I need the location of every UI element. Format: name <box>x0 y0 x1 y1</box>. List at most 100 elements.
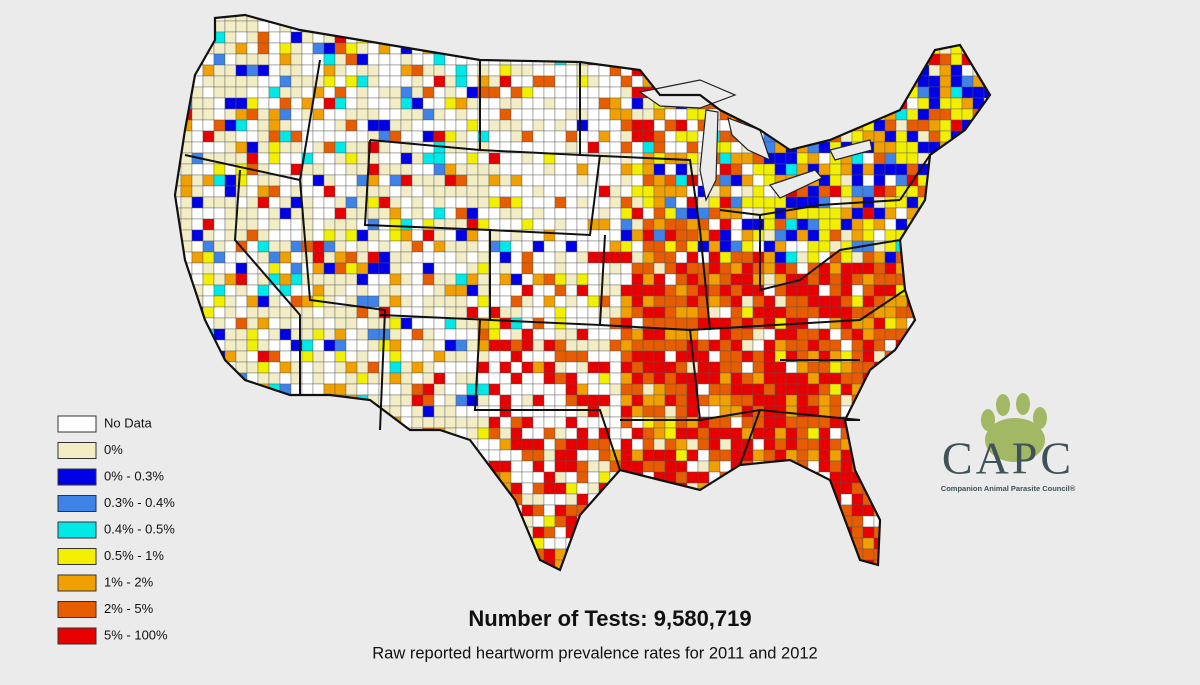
county <box>609 75 622 88</box>
county <box>565 438 578 451</box>
county <box>576 328 589 341</box>
county <box>609 273 622 286</box>
county <box>939 97 952 110</box>
county <box>411 526 424 539</box>
county <box>433 559 446 570</box>
county <box>510 306 523 319</box>
county <box>884 15 897 22</box>
county <box>191 526 204 539</box>
county <box>884 64 897 77</box>
county <box>466 196 479 209</box>
county <box>521 559 534 570</box>
county <box>686 449 699 462</box>
county <box>422 438 435 451</box>
county <box>675 251 688 264</box>
county <box>213 526 226 539</box>
county <box>257 416 270 429</box>
county <box>642 196 655 209</box>
county <box>279 394 292 407</box>
county <box>268 229 281 242</box>
county <box>389 229 402 242</box>
county <box>862 339 875 352</box>
county <box>686 438 699 451</box>
county <box>279 86 292 99</box>
county <box>664 218 677 231</box>
county <box>807 482 820 495</box>
county <box>730 427 743 440</box>
county <box>378 163 391 176</box>
county <box>301 31 314 44</box>
county <box>246 53 259 66</box>
county <box>983 251 990 264</box>
county <box>257 251 270 264</box>
county <box>741 471 754 484</box>
county <box>378 86 391 99</box>
county <box>180 284 193 297</box>
county <box>917 493 930 506</box>
state-borders <box>184 59 931 471</box>
county <box>961 284 974 297</box>
county <box>279 460 292 473</box>
county <box>664 284 677 297</box>
county <box>422 130 435 143</box>
county <box>972 493 985 506</box>
county <box>301 361 314 374</box>
county <box>774 416 787 429</box>
county <box>554 218 567 231</box>
county <box>917 295 930 308</box>
county <box>400 394 413 407</box>
county <box>175 471 182 484</box>
county <box>455 416 468 429</box>
county <box>565 493 578 506</box>
county <box>565 240 578 253</box>
county <box>840 493 853 506</box>
county <box>532 31 545 44</box>
county <box>785 548 798 561</box>
county <box>785 493 798 506</box>
county <box>785 251 798 264</box>
county <box>774 339 787 352</box>
county <box>686 284 699 297</box>
county <box>175 262 182 275</box>
county <box>620 383 633 396</box>
county <box>433 537 446 550</box>
county <box>708 328 721 341</box>
county <box>785 15 798 22</box>
county <box>279 361 292 374</box>
county <box>895 493 908 506</box>
county <box>202 339 215 352</box>
county <box>818 537 831 550</box>
county <box>840 372 853 385</box>
county <box>312 504 325 517</box>
county <box>191 229 204 242</box>
county <box>367 295 380 308</box>
county <box>950 537 963 550</box>
county <box>675 174 688 187</box>
county <box>642 416 655 429</box>
county <box>411 515 424 528</box>
county <box>213 559 226 570</box>
border <box>739 409 761 466</box>
county <box>719 460 732 473</box>
county <box>664 273 677 286</box>
county <box>631 163 644 176</box>
county <box>873 460 886 473</box>
county <box>697 273 710 286</box>
county <box>752 493 765 506</box>
county <box>785 471 798 484</box>
county <box>334 526 347 539</box>
county <box>378 152 391 165</box>
county <box>521 405 534 418</box>
county <box>400 152 413 165</box>
county <box>807 53 820 66</box>
county <box>631 526 644 539</box>
county <box>598 504 611 517</box>
county <box>950 229 963 242</box>
county <box>785 108 798 121</box>
county <box>444 361 457 374</box>
county <box>499 218 512 231</box>
county <box>202 97 215 110</box>
county <box>422 31 435 44</box>
county <box>840 548 853 561</box>
county <box>477 174 490 187</box>
